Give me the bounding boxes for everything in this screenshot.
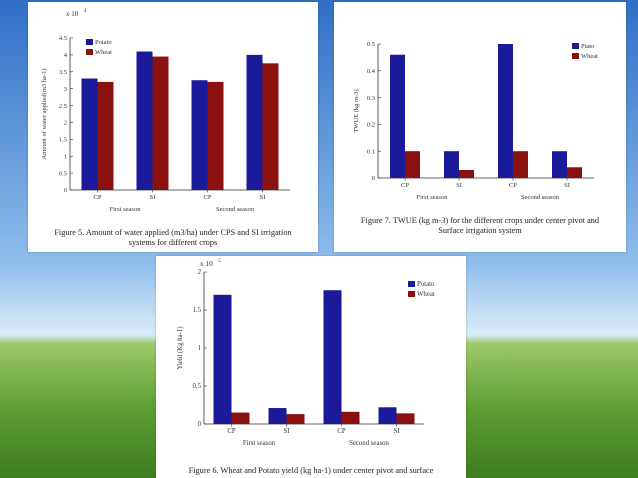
chart1-bar-wheat-2 [459,169,474,178]
figure5-caption: Figure 5. Amount of water applied (m3/ha… [32,228,314,248]
chart1-y-tick-label: 0.5 [367,41,375,48]
chart1-y-axis-label: TWUE (kg m-3) [353,89,360,132]
figure6-caption-line1: Figure 6. Wheat and Potato yield (kg ha-… [188,466,434,475]
chart1-y-tick-label: 0.2 [367,122,375,129]
chart1-bar-ptato-3 [498,44,513,178]
figure7-caption-line1: Figure 7. TWUE (kg m-3) for the differen… [360,216,600,225]
figure6-chart: 0 0.5 1 1.5 2 Yield (Kg ha-1) x 10 5 CP SI CP SI Fir… [177,258,435,447]
chart1-y-tick-label: 0.1 [367,148,375,155]
chart1-x-tick-label: SI [564,182,570,189]
figure7-caption: Figure 7. TWUE (kg m-3) for the differen… [338,216,622,236]
chart0-y-tick-label: 1.5 [59,137,67,144]
chart2-exponent: x 10 [200,259,213,268]
chart0-bar-wheat-1 [97,81,114,190]
chart1-x-tick-label: SI [456,182,462,189]
chart0-legend-label-wheat: Wheat [95,49,112,56]
chart2-legend-label-wheat: Wheat [417,291,435,298]
chart2-y-tick-label: 0 [198,421,202,428]
chart1-x-tick-label: CP [509,182,517,189]
chart0-bar-potato-2 [136,51,153,191]
chart1-group-label: First season [417,194,449,201]
chart1-y-tick-label: 0.4 [367,68,376,75]
chart0-y-tick-label: 3 [64,86,67,93]
figure7-panel: 0 0.1 0.2 0.3 0.4 0.5 TWUE (kg m-3) CP SI CP SI Fir… [334,2,626,252]
chart1-group-label: Second season [521,194,560,201]
chart1-bar-wheat-4 [567,167,582,178]
chart0-group-label: First season [110,206,142,213]
chart2-bar-wheat-1 [231,412,250,424]
figure6-caption: Figure 6. Wheat and Potato yield (kg ha-… [156,466,466,476]
chart2-x-tick-label: SI [393,428,400,435]
chart0-legend-swatch-potato [86,39,93,45]
figure5-panel: 0 0.5 1 1.5 2 2.5 3 3.5 4 4.5 Amount of water appl… [28,2,318,252]
chart2-group-label: First season [243,440,276,447]
chart2-x-tick-label: CP [227,428,236,435]
figure5-caption-line1: Figure 5. Amount of water applied (m3/ha… [54,228,292,237]
chart2-bar-potato-3 [323,290,342,424]
chart1-legend-label-ptato: Ptato [581,43,594,50]
chart2-bar-wheat-3 [341,411,360,424]
chart2-bar-potato-1 [213,294,232,424]
chart1-legend-swatch-wheat [572,53,579,59]
chart2-y-tick-label: 2 [198,269,202,276]
chart1-bar-ptato-4 [552,151,567,178]
chart0-y-tick-label: 2 [64,120,67,127]
chart0-y-tick-label: 3.5 [59,69,67,76]
chart0-exponent: x 10 [66,10,79,18]
chart0-bar-wheat-3 [207,81,224,190]
chart0-x-tick-label: CP [94,194,102,201]
chart1-x-tick-label: CP [401,182,409,189]
chart0-bar-potato-1 [81,78,98,190]
chart1-y-tick-label: 0.3 [367,95,375,102]
figure7-caption-line2: Surface irrigation system [438,226,522,235]
chart1-legend-swatch-ptato [572,43,579,49]
chart0-y-tick-label: 0.5 [59,170,67,177]
chart1-bar-wheat-3 [513,151,528,178]
chart0-group-label: Second season [216,206,255,213]
chart0-legend-label-potato: Potato [95,39,112,46]
chart0-bar-potato-4 [246,54,263,191]
chart2-exponent-power: 5 [218,258,221,264]
chart1-y-tick-label: 0 [372,175,375,182]
chart0-y-tick-label: 4 [64,52,68,59]
chart2-bar-wheat-4 [396,413,415,424]
chart1-bar-ptato-1 [390,54,405,178]
chart0-y-tick-label: 0 [64,187,67,194]
chart2-bar-potato-2 [268,408,287,424]
chart2-y-tick-label: 1.5 [193,307,202,314]
chart2-bar-potato-4 [378,407,397,424]
chart2-bar-wheat-2 [286,414,305,424]
chart2-group-label: Second season [349,440,389,447]
chart0-y-tick-label: 4.5 [59,35,67,42]
chart2-legend-swatch-potato [408,281,415,287]
chart2-y-tick-label: 0.5 [193,383,202,390]
figure5-chart: 0 0.5 1 1.5 2 2.5 3 3.5 4 4.5 Amount of water appl… [41,9,290,213]
chart1-bar-wheat-1 [405,151,420,178]
chart2-legend-label-potato: Potato [417,281,435,288]
chart0-y-tick-label: 1 [64,153,67,160]
chart0-y-tick-label: 2.5 [59,103,67,110]
chart0-x-tick-label: CP [204,194,212,201]
chart2-y-axis-label: Yield (Kg ha-1) [177,326,184,369]
chart0-bar-wheat-4 [262,63,279,191]
chart0-bar-wheat-2 [152,56,169,191]
chart2-y-tick-label: 1 [198,345,201,352]
figure5-caption-line2: systems for different crops [128,238,218,247]
chart0-exponent-power: 4 [84,9,87,14]
figure6-panel: 0 0.5 1 1.5 2 Yield (Kg ha-1) x 10 5 CP SI CP SI Fir… [156,256,466,478]
chart0-y-axis-label: Amount of water applied(m3 ha-1) [41,69,48,160]
chart0-x-tick-label: SI [260,194,266,201]
chart0-x-tick-label: SI [150,194,156,201]
figure7-chart: 0 0.1 0.2 0.3 0.4 0.5 TWUE (kg m-3) CP SI CP SI Fir… [353,41,598,201]
chart0-bar-potato-3 [191,80,208,190]
chart2-legend-swatch-wheat [408,291,415,297]
chart1-legend-label-wheat: Wheat [581,53,598,60]
chart2-x-tick-label: SI [283,428,290,435]
chart1-bar-ptato-2 [444,151,459,178]
chart0-legend-swatch-wheat [86,49,93,55]
chart2-x-tick-label: CP [337,428,346,435]
